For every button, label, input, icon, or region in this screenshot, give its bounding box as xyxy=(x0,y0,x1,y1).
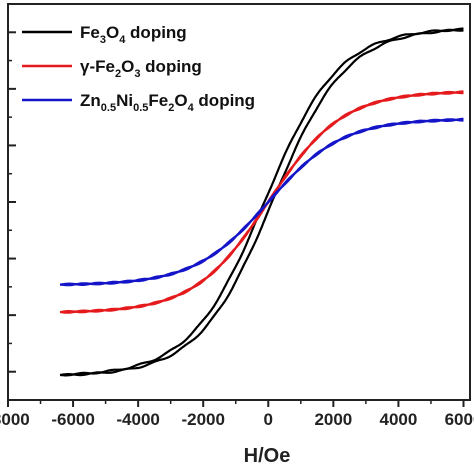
series-line-fe3o4-doping-descending xyxy=(59,27,464,377)
x-tick-label: -2000 xyxy=(181,410,224,429)
x-tick-label: 0 xyxy=(264,410,273,429)
x-axis: -8000 -6000 -4000 -2000 0 2000 4000 6000 xyxy=(0,400,474,429)
series-line-zn0-5ni0-5fe2o4-doping-descending xyxy=(59,117,464,287)
x-tick-label: 6000 xyxy=(445,410,474,429)
plot-frame xyxy=(7,3,471,401)
x-tick-label: -4000 xyxy=(116,410,159,429)
x-tick-label: 2000 xyxy=(314,410,352,429)
legend-label-fe3o4-doping: Fe3O4 doping xyxy=(80,23,187,46)
legend-label-zn0-5ni0-5fe2o4-doping: Zn0.5Ni0.5Fe2O4 doping xyxy=(80,91,255,114)
series-line-zn0-5ni0-5fe2o4-doping-ascending xyxy=(59,118,464,286)
legend-label-fe2o3-doping: γ-Fe2O3 doping xyxy=(80,57,202,80)
plot-border xyxy=(7,3,471,401)
y-axis xyxy=(8,3,16,401)
x-tick-label: -8000 xyxy=(0,410,30,429)
curves xyxy=(59,27,464,377)
series-line-fe3o4-doping-ascending xyxy=(59,28,464,377)
series-line-fe2o3-doping-descending xyxy=(59,90,464,314)
x-axis-title: H/Oe xyxy=(244,445,291,467)
legend: Fe3O4 doping γ-Fe2O3 doping Zn0.5Ni0.5Fe2O… xyxy=(22,23,255,114)
x-tick-label: -6000 xyxy=(51,410,94,429)
x-tick-label: 4000 xyxy=(380,410,418,429)
